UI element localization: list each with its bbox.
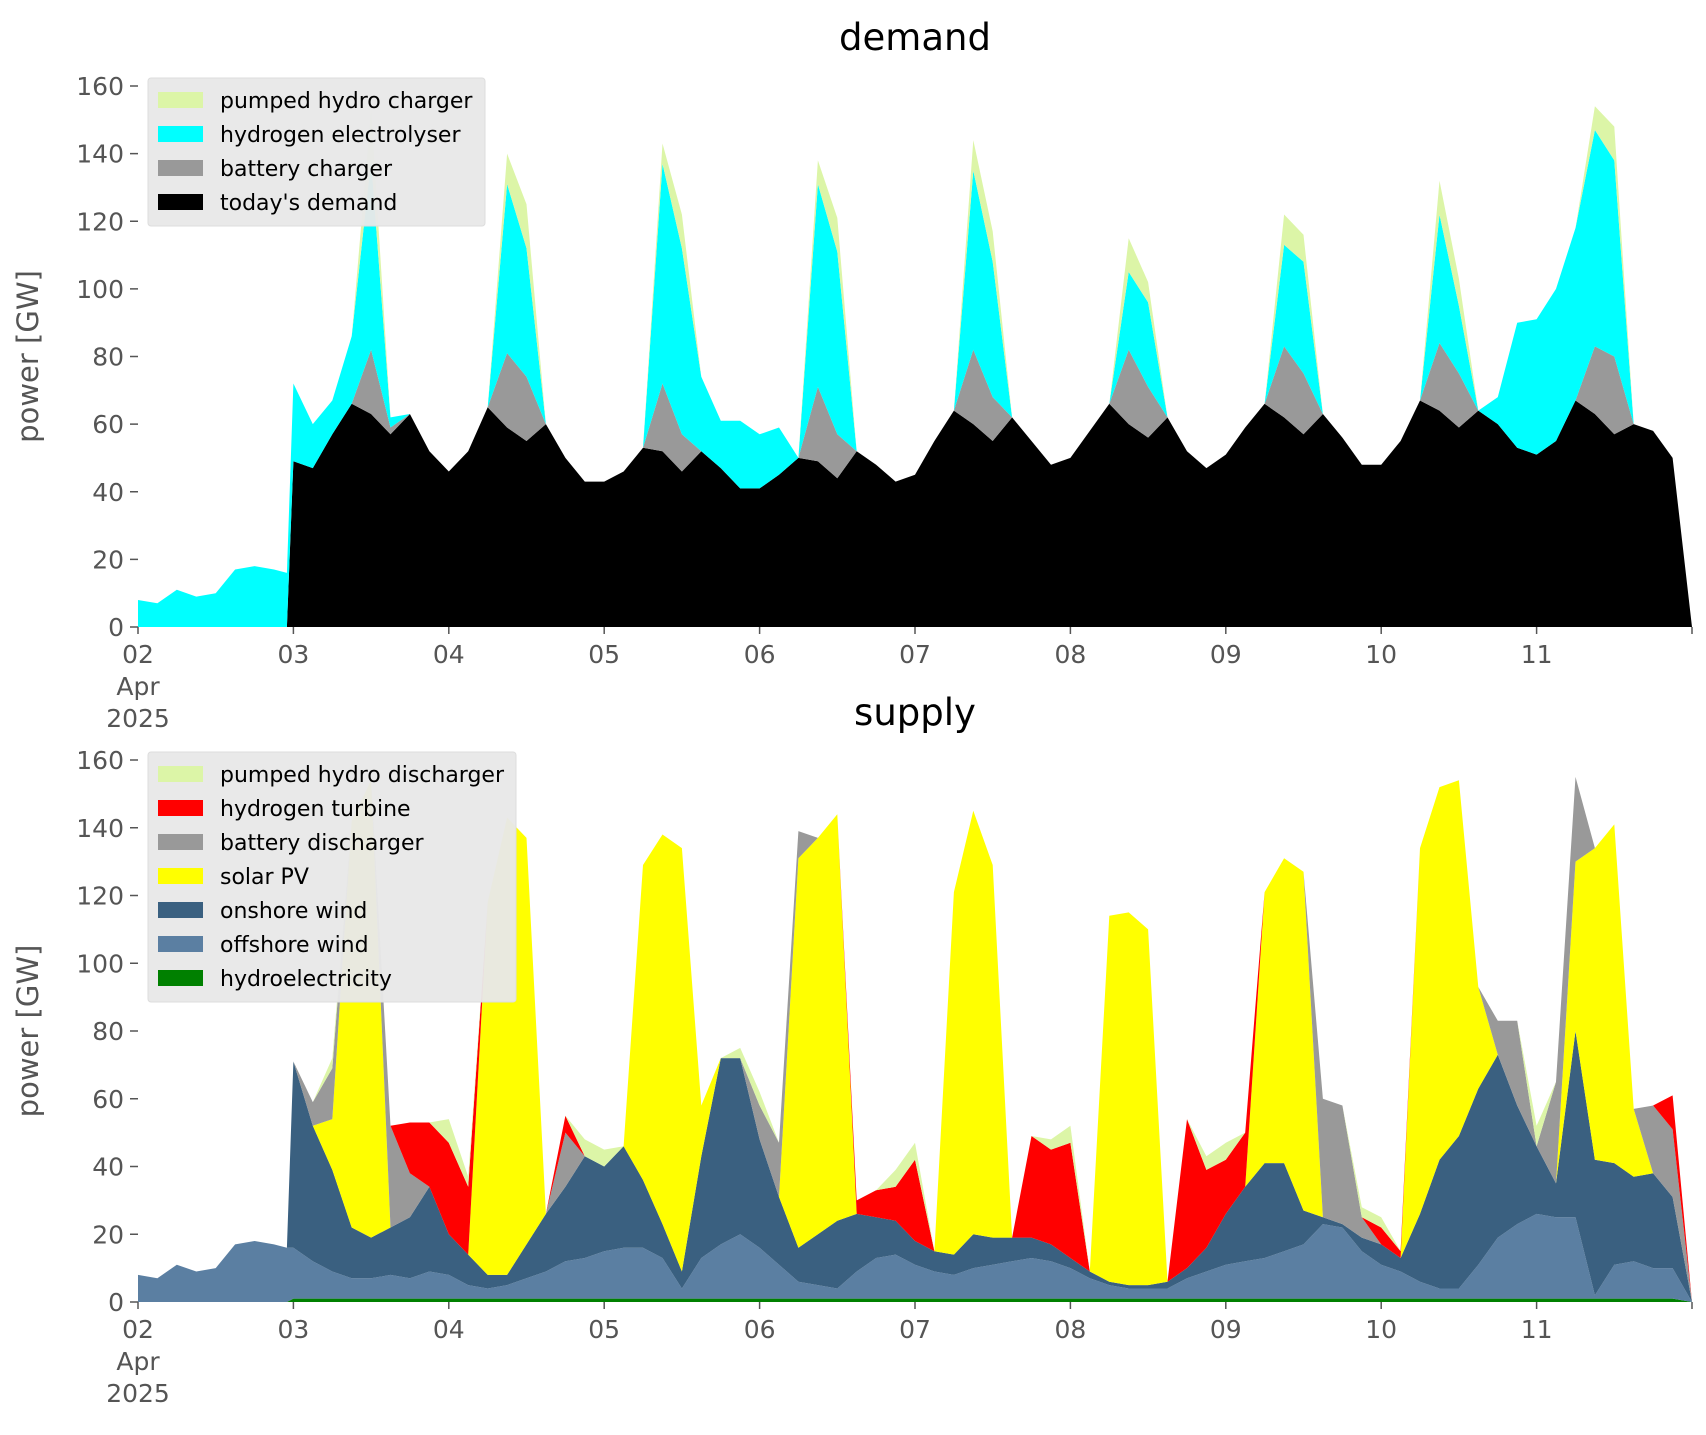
chart-title: supply <box>854 691 976 734</box>
x-tick-label: 07 <box>899 640 931 669</box>
y-tick-label: 140 <box>76 140 124 169</box>
x-tick-label: Apr <box>116 672 160 701</box>
legend-swatch-hydrogen-electrolyser <box>158 126 203 142</box>
series-area-solar-pv <box>138 780 1692 1302</box>
x-tick-label: 06 <box>744 1315 776 1344</box>
legend-label-onshore-wind: onshore wind <box>220 899 367 924</box>
x-tick-label: 10 <box>1365 640 1397 669</box>
chart-title: demand <box>839 16 991 59</box>
legend-swatch-battery-charger <box>158 160 203 176</box>
x-tick-label: 09 <box>1210 640 1242 669</box>
legend-label-pumped-hydro-discharger: pumped hydro discharger <box>220 763 505 788</box>
x-tick-label: 08 <box>1054 640 1086 669</box>
y-tick-label: 160 <box>76 746 124 775</box>
legend-label-hydrogen-turbine: hydrogen turbine <box>220 797 411 822</box>
legend-swatch-battery-discharger <box>158 834 203 850</box>
legend-box <box>147 751 517 1003</box>
demand-x-axis: 02 Apr 2025 03 04 05 06 07 08 09 10 11 <box>106 627 1693 733</box>
x-tick-label: 04 <box>433 640 465 669</box>
y-tick-label: 80 <box>92 343 124 372</box>
demand-areas <box>138 106 1692 628</box>
x-tick-label: 05 <box>588 640 620 669</box>
series-area-hydrogen-turbine <box>138 776 1692 1302</box>
series-area-today-s-demand <box>138 400 1692 627</box>
legend-swatch-pumped-hydro-discharger <box>158 766 203 782</box>
x-tick-label: 2025 <box>106 1379 170 1408</box>
legend-label-battery-charger: battery charger <box>220 157 393 182</box>
legend-label-hydrogen-electrolyser: hydrogen electrolyser <box>220 123 461 148</box>
y-tick-label: 40 <box>92 1153 124 1182</box>
legend-swatch-today-s-demand <box>158 194 203 210</box>
y-tick-label: 80 <box>92 1017 124 1046</box>
y-axis-label: power [GW] <box>11 945 45 1118</box>
legend-swatch-pumped-hydro-charger <box>158 92 203 108</box>
series-area-onshore-wind <box>138 1031 1692 1302</box>
x-tick-label: 11 <box>1521 1315 1553 1344</box>
supply-x-axis: 02 Apr 2025 03 04 05 06 07 08 09 10 11 <box>106 1302 1693 1408</box>
y-axis-label: power [GW] <box>11 270 45 443</box>
x-tick-label: 11 <box>1521 640 1553 669</box>
y-tick-label: 60 <box>92 410 124 439</box>
legend-swatch-onshore-wind <box>158 902 203 918</box>
x-tick-label: 03 <box>277 640 309 669</box>
series-area-battery-charger <box>138 343 1692 627</box>
y-tick-label: 40 <box>92 478 124 507</box>
legend-label-pumped-hydro-charger: pumped hydro charger <box>220 89 473 114</box>
supply-chart: supply 0 20 40 60 80 100 120 140 160 power [GW] 02 A… <box>11 691 1693 1408</box>
x-tick-label: 02 <box>122 1315 154 1344</box>
demand-y-axis: 0 20 40 60 80 100 120 140 160 <box>76 72 138 642</box>
legend-swatch-hydrogen-turbine <box>158 800 203 816</box>
series-area-hydrogen-electrolyser <box>138 130 1692 627</box>
y-tick-label: 100 <box>76 949 124 978</box>
legend-swatch-solar-pv <box>158 868 203 884</box>
y-tick-label: 20 <box>92 1220 124 1249</box>
supply-legend: pumped hydro discharger hydrogen turbine b… <box>147 751 517 1003</box>
legend-box <box>147 77 486 227</box>
legend-label-hydroelectricity: hydroelectricity <box>220 967 392 992</box>
y-tick-label: 0 <box>108 613 124 642</box>
x-tick-label: 07 <box>899 1315 931 1344</box>
y-tick-label: 60 <box>92 1085 124 1114</box>
y-tick-label: 20 <box>92 545 124 574</box>
y-tick-label: 100 <box>76 275 124 304</box>
x-tick-label: 04 <box>433 1315 465 1344</box>
x-tick-label: Apr <box>116 1347 160 1376</box>
legend-label-battery-discharger: battery discharger <box>220 831 425 856</box>
series-area-pumped-hydro-charger <box>138 106 1692 628</box>
x-tick-label: 02 <box>122 640 154 669</box>
x-tick-label: 06 <box>744 640 776 669</box>
series-area-offshore-wind <box>138 1213 1692 1302</box>
legend-label-today-s-demand: today's demand <box>220 191 397 216</box>
legend-swatch-hydroelectricity <box>158 970 203 986</box>
x-tick-label: 08 <box>1054 1315 1086 1344</box>
legend-label-offshore-wind: offshore wind <box>220 933 369 958</box>
supply-areas <box>138 776 1692 1302</box>
demand-legend: pumped hydro charger hydrogen electrolyse… <box>147 77 486 227</box>
y-tick-label: 160 <box>76 72 124 101</box>
x-tick-label: 05 <box>588 1315 620 1344</box>
y-tick-label: 120 <box>76 207 124 236</box>
series-area-hydroelectricity <box>138 1298 1692 1302</box>
demand-chart: demand 0 20 40 60 80 100 120 140 160 power [GW] 02 A… <box>11 16 1693 733</box>
x-tick-label: 03 <box>277 1315 309 1344</box>
supply-y-axis: 0 20 40 60 80 100 120 140 160 <box>76 746 138 1317</box>
x-tick-label: 09 <box>1210 1315 1242 1344</box>
y-tick-label: 0 <box>108 1288 124 1317</box>
y-tick-label: 120 <box>76 882 124 911</box>
legend-swatch-offshore-wind <box>158 936 203 952</box>
x-tick-label: 10 <box>1365 1315 1397 1344</box>
y-tick-label: 140 <box>76 814 124 843</box>
legend-label-solar-pv: solar PV <box>220 865 309 890</box>
x-tick-label: 2025 <box>106 704 170 733</box>
